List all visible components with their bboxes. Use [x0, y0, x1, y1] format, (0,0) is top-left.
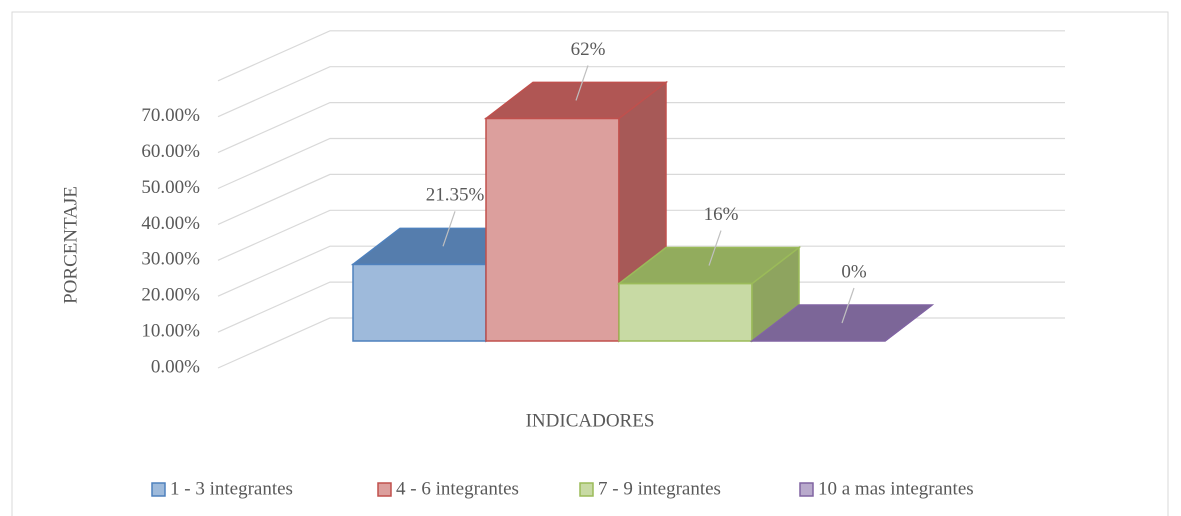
y-tick-label: 20.00%: [141, 285, 200, 306]
legend-swatch: [579, 482, 594, 497]
grid-line: [217, 101, 1065, 154]
y-tick-label: 10.00%: [141, 320, 200, 341]
bar-front: [352, 263, 487, 342]
y-tick-label: 0.00%: [151, 356, 200, 377]
y-tick-label: 70.00%: [141, 105, 200, 126]
leader-line: [442, 211, 456, 247]
legend-label: 7 - 9 integrantes: [598, 478, 721, 499]
legend-swatch: [151, 482, 166, 497]
leader-line: [708, 230, 722, 266]
leader-line: [575, 65, 589, 101]
data-label: 0%: [841, 261, 867, 282]
data-label: 21.35%: [426, 185, 485, 206]
legend-label: 1 - 3 integrantes: [170, 478, 293, 499]
bar-front: [485, 117, 620, 342]
leader-line: [841, 287, 855, 324]
y-tick-label: 50.00%: [141, 177, 200, 198]
grid-line: [217, 245, 1065, 297]
legend-label: 4 - 6 integrantes: [396, 478, 519, 499]
grid-line: [217, 173, 1065, 225]
x-axis-title: INDICADORES: [526, 410, 655, 431]
grid-line: [217, 30, 1065, 82]
data-label: 16%: [704, 204, 739, 225]
legend-label: 10 a mas integrantes: [818, 478, 974, 499]
y-tick-label: 40.00%: [141, 213, 200, 234]
legend-swatch: [377, 482, 392, 497]
grid-line: [217, 209, 1065, 261]
y-tick-label: 60.00%: [141, 141, 200, 162]
data-label: 62%: [571, 39, 606, 60]
legend-swatch: [799, 482, 814, 497]
y-axis-title: PORCENTAJE: [60, 186, 81, 304]
grid-line: [217, 66, 1065, 118]
grid-line: [217, 281, 1065, 333]
y-tick-label: 30.00%: [141, 249, 200, 270]
chart-border: [11, 11, 1169, 516]
grid-line: [217, 137, 1065, 190]
bar-front: [618, 282, 753, 342]
